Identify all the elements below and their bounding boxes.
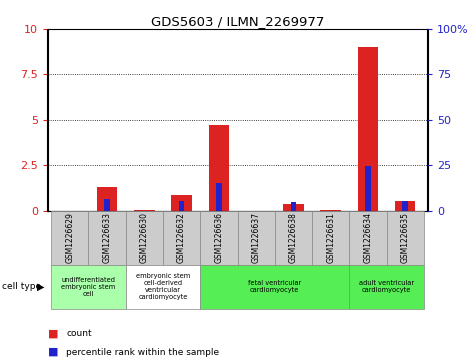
Bar <box>349 211 387 265</box>
Bar <box>238 211 275 265</box>
Bar <box>312 211 349 265</box>
Text: GSM1226638: GSM1226638 <box>289 212 298 263</box>
Bar <box>365 166 371 211</box>
Bar <box>209 125 229 211</box>
Text: GSM1226636: GSM1226636 <box>214 212 223 263</box>
Bar <box>321 209 341 211</box>
Bar <box>283 204 304 211</box>
Bar <box>200 211 238 265</box>
Bar <box>51 211 88 265</box>
Text: GSM1226631: GSM1226631 <box>326 212 335 263</box>
Text: adult ventricular
cardiomyocyte: adult ventricular cardiomyocyte <box>359 280 414 293</box>
Bar <box>88 211 126 265</box>
Text: percentile rank within the sample: percentile rank within the sample <box>66 348 219 356</box>
Bar <box>171 195 192 211</box>
Text: GSM1226633: GSM1226633 <box>103 212 112 263</box>
Bar <box>51 265 126 309</box>
Bar <box>200 265 349 309</box>
Text: fetal ventricular
cardiomyocyte: fetal ventricular cardiomyocyte <box>248 280 301 293</box>
Text: count: count <box>66 330 92 338</box>
Text: GSM1226632: GSM1226632 <box>177 212 186 263</box>
Text: GSM1226630: GSM1226630 <box>140 212 149 263</box>
Bar <box>134 209 154 211</box>
Bar <box>163 211 200 265</box>
Bar <box>97 187 117 211</box>
Text: GSM1226635: GSM1226635 <box>400 212 409 263</box>
Bar <box>216 183 222 211</box>
Text: undifferentiated
embryonic stem
cell: undifferentiated embryonic stem cell <box>61 277 115 297</box>
Bar <box>395 200 416 211</box>
Text: embryonic stem
cell-derived
ventricular
cardiomyocyte: embryonic stem cell-derived ventricular … <box>136 273 190 300</box>
Bar <box>349 265 424 309</box>
Bar <box>387 211 424 265</box>
Bar <box>179 201 184 211</box>
Text: GSM1226629: GSM1226629 <box>66 212 75 263</box>
Bar <box>402 201 408 211</box>
Bar <box>126 265 200 309</box>
Text: cell type: cell type <box>2 282 41 291</box>
Bar <box>291 203 296 211</box>
Text: ■: ■ <box>48 329 58 339</box>
Title: GDS5603 / ILMN_2269977: GDS5603 / ILMN_2269977 <box>151 15 324 28</box>
Text: ▶: ▶ <box>37 282 44 292</box>
Text: ■: ■ <box>48 347 58 357</box>
Text: GSM1226634: GSM1226634 <box>363 212 372 263</box>
Bar <box>104 199 110 211</box>
Text: GSM1226637: GSM1226637 <box>252 212 261 263</box>
Bar <box>275 211 312 265</box>
Bar <box>358 47 378 211</box>
Bar <box>126 211 163 265</box>
